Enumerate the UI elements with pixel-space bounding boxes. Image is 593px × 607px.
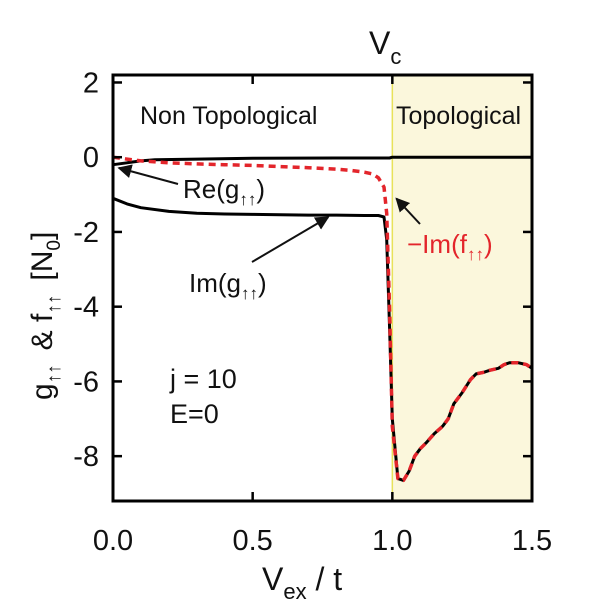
- topological-region: [392, 75, 532, 501]
- y-axis-label: g↑↑& f↑↑[N0]: [26, 232, 65, 400]
- x-tick-label: 1.5: [512, 525, 552, 557]
- x-tick-label: 0.0: [93, 525, 133, 557]
- tick-layer: 0.0 0.5 1.0 1.5 2 0 -2 -4 -6 -8: [73, 67, 552, 557]
- critical-line-label: Vc: [369, 25, 401, 69]
- region-label-topological: Topological: [396, 102, 521, 130]
- annotation-im-f: −Im(f↑↑): [407, 229, 493, 264]
- y-tick-label: 0: [83, 142, 99, 174]
- x-tick-label: 1.0: [372, 525, 412, 557]
- param-e: E=0: [170, 399, 219, 429]
- x-tick-label: 0.5: [233, 525, 273, 557]
- series-re-g: [112, 155, 532, 167]
- region-label-non-topological: Non Topological: [140, 102, 317, 130]
- y-tick-label: -8: [73, 441, 99, 473]
- y-tick-label: -6: [73, 366, 99, 398]
- series-layer: [112, 155, 533, 483]
- annotation-arrow: [251, 216, 330, 263]
- annotation-arrow: [395, 197, 421, 225]
- plot-frame: [111, 73, 534, 503]
- annotation-im-g: Im(g↑↑): [189, 268, 267, 303]
- series-minus-im-f: [112, 155, 533, 483]
- annotation-re-g: Re(g↑↑): [183, 174, 265, 209]
- annotation-arrow: [117, 164, 179, 185]
- y-tick-label: -4: [73, 292, 99, 324]
- annotation-pointers: [117, 164, 421, 263]
- param-j: j = 10: [169, 364, 237, 394]
- x-axis-label: Vex / t: [262, 561, 342, 604]
- y-tick-label: 2: [83, 67, 99, 99]
- y-tick-label: -2: [73, 217, 99, 249]
